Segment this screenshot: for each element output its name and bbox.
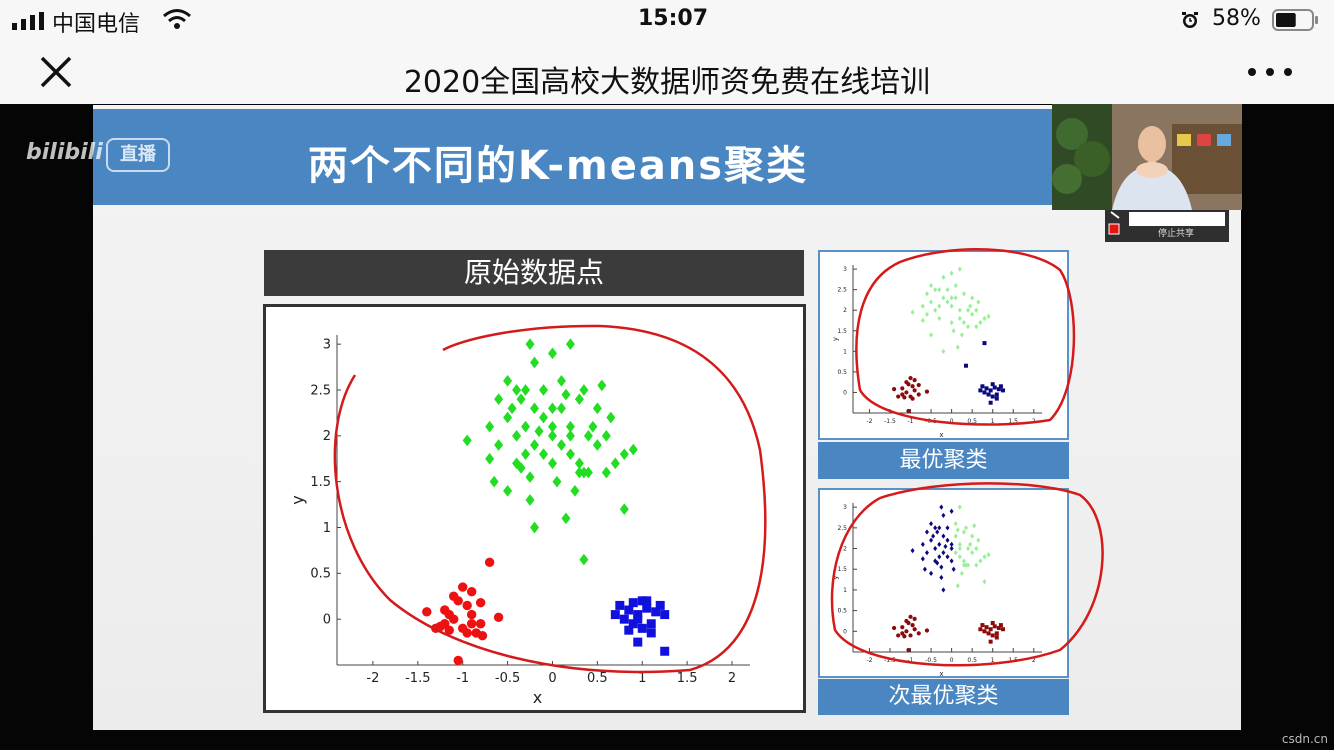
- watermark: csdn.cn: [1281, 732, 1328, 746]
- presenter-webcam: [1052, 104, 1242, 210]
- signal-icon: [12, 12, 44, 30]
- presenter-figure: [1052, 104, 1242, 210]
- best-cluster-label: 最优聚类: [818, 442, 1069, 479]
- alarm-icon: [1182, 12, 1198, 28]
- page-title: 2020全国高校大数据师资免费在线培训: [403, 65, 931, 100]
- screen-thumbnail: [1129, 212, 1225, 226]
- nav-bar: 2020全国高校大数据师资免费在线培训: [0, 40, 1334, 105]
- main-plot-frame: [263, 304, 806, 713]
- stop-share-icon[interactable]: [1108, 223, 1120, 235]
- pen-icon[interactable]: [1110, 211, 1120, 219]
- clock-time: 15:07: [638, 6, 709, 31]
- status-bar: 中国电信 15:07 58%: [0, 0, 1334, 40]
- second-cluster-frame: [818, 488, 1069, 678]
- slide-header: 两个不同的K-means聚类: [93, 109, 1241, 205]
- main-panel-title: 原始数据点: [264, 250, 804, 296]
- carrier-label: 中国电信: [52, 12, 141, 37]
- second-cluster-label: 次最优聚类: [818, 679, 1069, 715]
- slide-title: 两个不同的K-means聚类: [307, 143, 809, 189]
- stop-share-button[interactable]: 停止共享: [1158, 229, 1195, 239]
- share-toolbar[interactable]: [1105, 210, 1229, 242]
- live-badge: 直播: [106, 138, 170, 172]
- wifi-icon: [163, 9, 191, 29]
- battery-icon: [1272, 9, 1318, 31]
- share-toolbar-icons: [1108, 211, 1225, 235]
- close-button[interactable]: [36, 52, 76, 92]
- best-cluster-frame: [818, 250, 1069, 440]
- battery-percent: 58%: [1212, 6, 1261, 31]
- more-options-button[interactable]: [1246, 60, 1294, 84]
- bilibili-logo: bilibili: [26, 140, 103, 165]
